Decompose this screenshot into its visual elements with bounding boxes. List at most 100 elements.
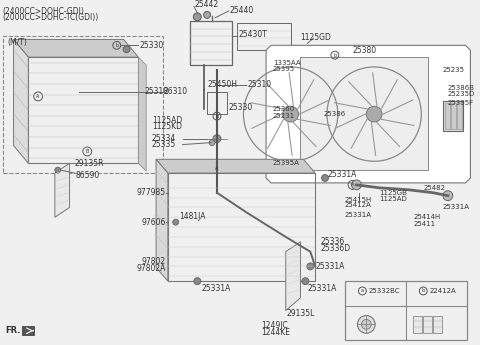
Circle shape [123,46,130,53]
Text: 25414H: 25414H [413,214,441,220]
Text: 25331A: 25331A [201,285,230,294]
Text: 25411: 25411 [413,221,435,227]
Text: 1249JC: 1249JC [261,321,288,330]
Bar [451,103,456,129]
Text: 25336D: 25336D [320,244,350,253]
Polygon shape [138,57,146,171]
Text: 25415H: 25415H [345,197,372,203]
Text: 25318: 25318 [144,87,168,96]
Text: 25430T: 25430T [239,30,267,39]
Text: 25310: 25310 [247,80,272,89]
Text: 25440: 25440 [230,7,254,16]
Bar [28,57,138,163]
Text: 25386: 25386 [323,111,345,117]
Text: FR.: FR. [6,326,21,335]
Text: 25235: 25235 [443,67,465,73]
Polygon shape [286,242,300,310]
Text: (M/T): (M/T) [8,38,27,47]
Bar [445,103,450,129]
Text: 25331A: 25331A [345,212,372,218]
Text: 25332BC: 25332BC [368,288,400,294]
Text: 1125GB: 1125GB [379,190,407,196]
Text: 25331A: 25331A [443,205,470,210]
Text: 25412A: 25412A [345,203,372,208]
Text: 25395F: 25395F [448,100,474,106]
Bar [433,316,442,333]
Bar [456,103,462,129]
Bar [207,92,227,114]
Bar [423,316,432,333]
Circle shape [213,135,221,142]
Text: 29135R: 29135R [74,159,104,168]
Text: 25380: 25380 [352,46,376,55]
Text: 1125KD: 1125KD [153,122,182,131]
Circle shape [173,219,179,225]
Bar [345,281,468,340]
Polygon shape [13,39,138,57]
Polygon shape [156,159,315,173]
Circle shape [322,175,328,181]
Text: 25450H: 25450H [207,80,237,89]
Text: b: b [216,114,218,119]
Circle shape [351,180,361,190]
Text: 977985: 977985 [137,188,166,197]
Text: A: A [215,166,218,171]
Text: 25330: 25330 [139,41,164,50]
Text: 1244KE: 1244KE [261,328,290,337]
Circle shape [209,140,215,146]
Circle shape [193,13,201,21]
Polygon shape [13,39,28,163]
Text: 25334: 25334 [151,134,176,143]
Bar [23,326,34,335]
Bar [3,36,163,173]
Text: b: b [333,53,336,58]
Text: 25442: 25442 [194,0,218,9]
Text: A: A [36,94,40,99]
Text: b: b [115,43,118,48]
Text: 25395: 25395 [273,66,295,72]
Circle shape [358,316,375,333]
Text: 97802A: 97802A [136,264,166,273]
Bar [168,173,315,281]
Text: 25335: 25335 [151,140,176,149]
Text: a: a [361,288,364,294]
Circle shape [204,11,211,18]
Text: 25235D: 25235D [448,91,475,98]
Text: 25331A: 25331A [307,285,336,294]
Text: 1125AD: 1125AD [379,196,407,201]
Circle shape [55,167,61,173]
Polygon shape [266,45,470,183]
Text: 25336: 25336 [320,237,344,246]
Text: 25386B: 25386B [448,85,475,91]
Text: 25331A: 25331A [315,262,345,271]
Text: 86590: 86590 [75,170,100,179]
Circle shape [366,106,382,122]
Text: 25482: 25482 [423,185,445,191]
Polygon shape [156,159,168,281]
Text: B: B [85,149,89,154]
Text: (2000CC>DOHC-TC(GDI)): (2000CC>DOHC-TC(GDI)) [3,13,99,22]
Text: 97606: 97606 [142,218,166,227]
Text: 22412A: 22412A [429,288,456,294]
Circle shape [194,278,201,285]
Text: b: b [422,288,425,294]
Text: 1335AA: 1335AA [273,60,300,66]
Text: 25360: 25360 [273,106,295,112]
Text: 26310: 26310 [164,87,188,96]
Polygon shape [55,163,70,217]
Text: 1125GD: 1125GD [300,33,331,42]
Text: (2400CC>DOHC-GDI): (2400CC>DOHC-GDI) [3,8,84,17]
Text: 25395A: 25395A [273,160,300,166]
Circle shape [307,263,314,270]
Circle shape [361,319,371,329]
Text: 97802: 97802 [142,257,166,266]
Text: 25330: 25330 [229,103,253,112]
Bar [443,101,463,131]
Text: 29135L: 29135L [287,309,315,318]
Text: 1125AD: 1125AD [152,117,182,126]
Bar [413,316,422,333]
Circle shape [302,278,309,285]
Bar [191,21,232,65]
Text: 1481JA: 1481JA [180,212,206,221]
Circle shape [443,191,453,200]
